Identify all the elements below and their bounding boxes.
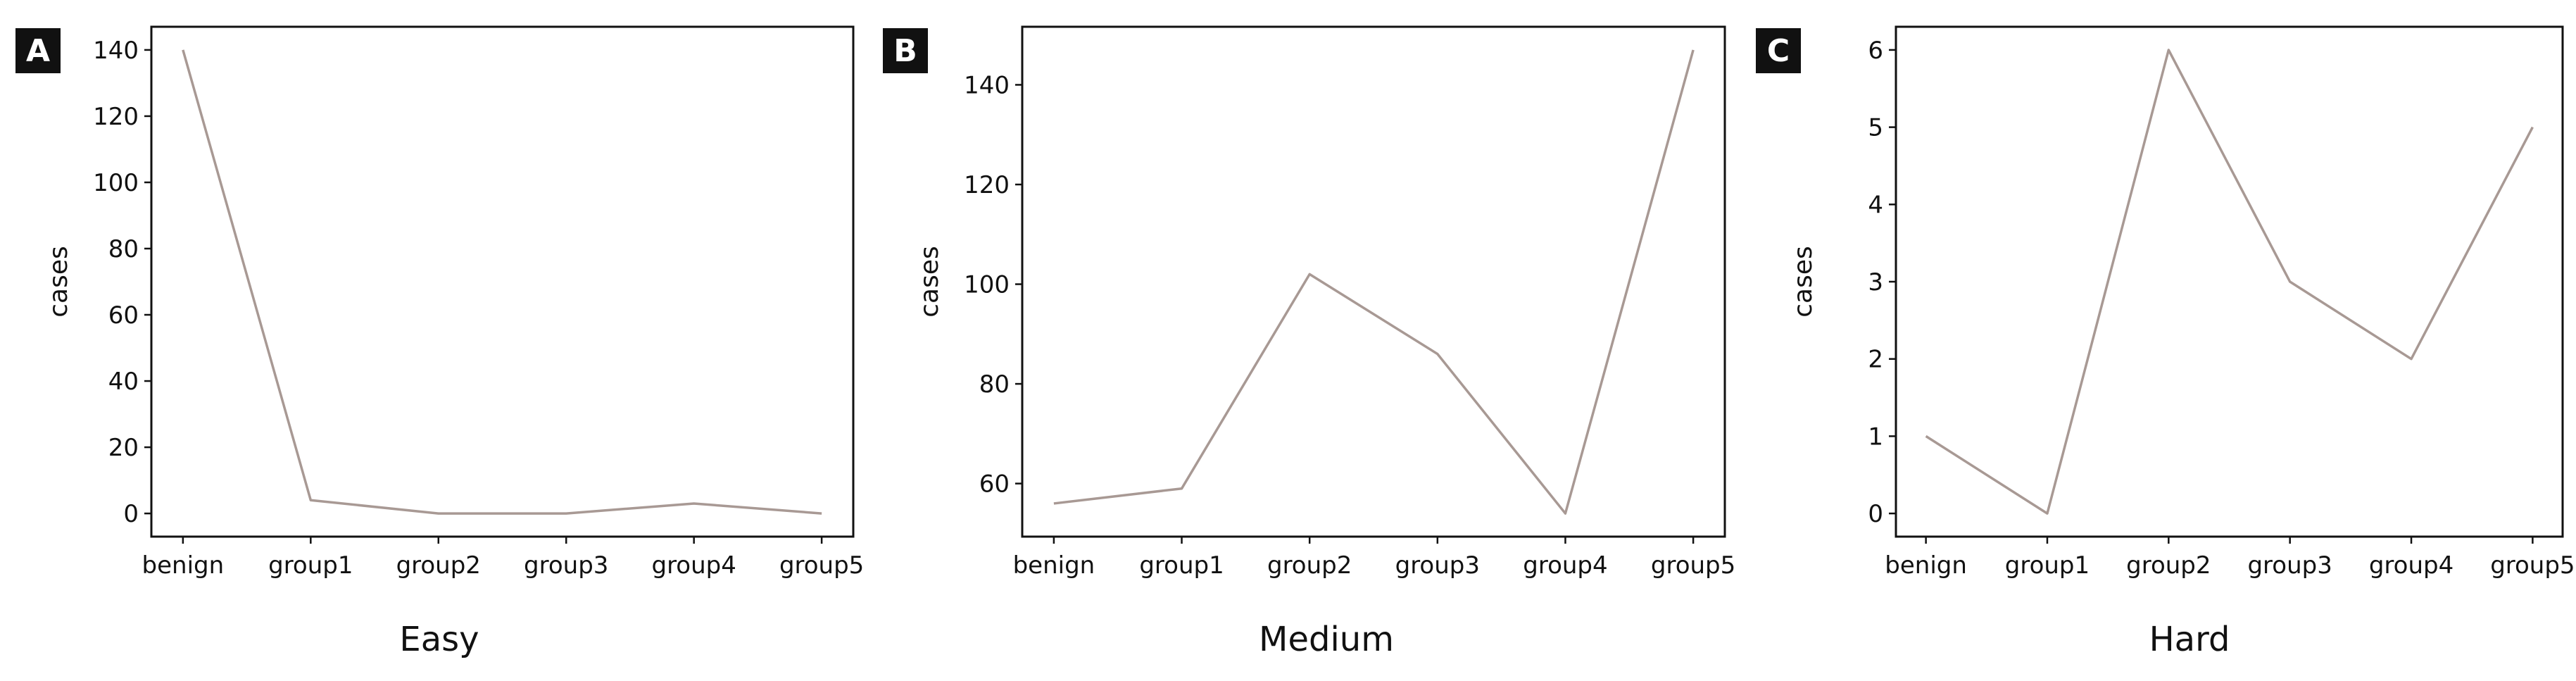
y-tick-label: 100: [93, 169, 139, 197]
y-tick-label: 2: [1868, 346, 1883, 374]
x-tick-label: group5: [2490, 551, 2575, 580]
x-tick-label: group4: [1523, 551, 1607, 580]
y-tick-label: 4: [1868, 191, 1883, 219]
x-tick-label: group3: [524, 551, 608, 580]
panel-letter-badge: A: [15, 28, 61, 73]
y-tick-label: 3: [1868, 268, 1883, 296]
panel-caption: Medium: [1259, 620, 1394, 659]
y-tick-label: 80: [979, 370, 1010, 399]
y-tick-label: 100: [964, 271, 1010, 299]
y-tick-label: 120: [964, 171, 1010, 199]
x-tick-label: group5: [779, 551, 864, 580]
panel-letter-badge: B: [883, 28, 928, 73]
x-tick-label: group2: [396, 551, 481, 580]
x-tick-label: benign: [1885, 551, 1967, 580]
y-tick-label: 140: [93, 37, 139, 65]
y-tick-label: 5: [1868, 114, 1883, 142]
y-tick-label: 1: [1868, 423, 1883, 451]
y-tick-label: 60: [108, 301, 139, 330]
y-tick-label: 140: [964, 71, 1010, 99]
plot-frame: [1021, 25, 1726, 538]
x-tick-label: benign: [1013, 551, 1095, 580]
x-tick-label: group4: [651, 551, 736, 580]
x-tick-label: group1: [2005, 551, 2090, 580]
x-tick-label: group3: [1395, 551, 1480, 580]
plot-frame: [1895, 25, 2564, 538]
x-tick-label: group5: [1651, 551, 1735, 580]
line-chart-hard: 0 1 2 3 4 5 6 benign group1 group2 group3 group4 gro…: [1789, 25, 2575, 580]
line-chart-medium: 60 80 100 120 140 benign group1 group2 group3 gro…: [915, 25, 1735, 580]
x-tick-label: group3: [2247, 551, 2332, 580]
y-tick-label: 20: [108, 434, 139, 462]
y-tick-label: 120: [93, 103, 139, 131]
y-tick-label: 60: [979, 470, 1010, 499]
y-axis-label: cases: [1789, 246, 1818, 318]
y-axis-label: cases: [44, 246, 73, 318]
series-line: [1053, 49, 1695, 515]
x-tick-label: benign: [142, 551, 225, 580]
y-tick-label: 40: [108, 368, 139, 396]
panel-caption: Easy: [399, 620, 479, 659]
panel-letter-badge: C: [1756, 28, 1801, 73]
x-tick-label: group1: [1139, 551, 1224, 580]
x-tick-label: group2: [2126, 551, 2211, 580]
line-chart-easy: 0 20 40 60 80 100 120 140 benign group1 group2 grou…: [44, 25, 864, 580]
y-tick-label: 0: [123, 500, 139, 528]
y-tick-label: 0: [1868, 500, 1883, 528]
plot-frame: [150, 25, 855, 538]
x-tick-label: group4: [2369, 551, 2454, 580]
panel-caption: Hard: [2149, 620, 2230, 659]
x-tick-label: group1: [268, 551, 353, 580]
series-line: [1925, 49, 2534, 515]
y-tick-label: 80: [108, 235, 139, 263]
y-axis-label: cases: [915, 246, 944, 318]
y-tick-label: 6: [1868, 37, 1883, 65]
series-line: [182, 49, 822, 515]
x-tick-label: group2: [1267, 551, 1352, 580]
